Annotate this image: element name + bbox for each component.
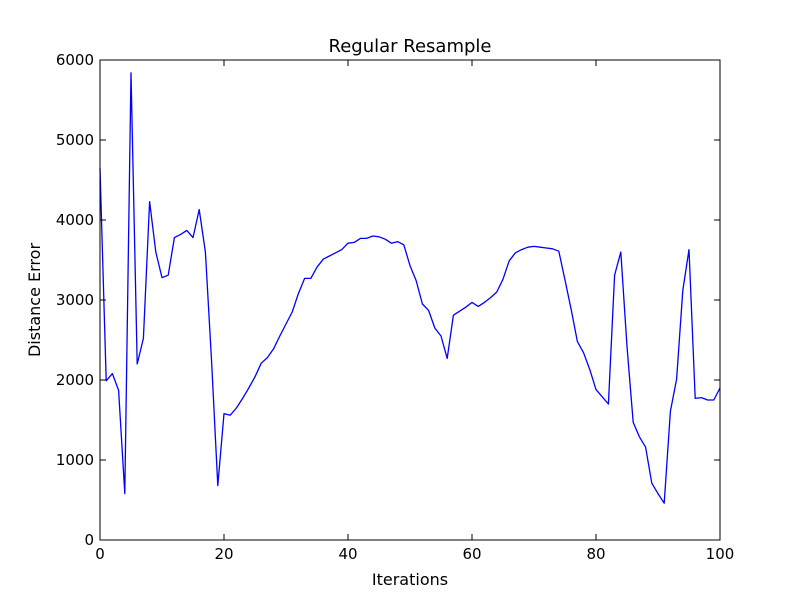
y-tick-label: 1000 xyxy=(56,451,94,469)
x-tick-label: 40 xyxy=(338,545,357,563)
series-line xyxy=(99,72,721,504)
y-tick-label: 0 xyxy=(84,531,94,549)
y-axis-label: Distance Error xyxy=(25,243,44,357)
x-tick-label: 100 xyxy=(706,545,735,563)
x-tick-label: 80 xyxy=(586,545,605,563)
y-axis: 0 1000 2000 3000 4000 5000 6000 xyxy=(56,51,720,549)
x-axis-label: Iterations xyxy=(372,570,448,589)
y-tick-label: 4000 xyxy=(56,211,94,229)
plot-frame xyxy=(99,59,721,541)
x-tick-label: 20 xyxy=(214,545,233,563)
y-tick-label: 2000 xyxy=(56,371,94,389)
y-tick-label: 5000 xyxy=(56,131,94,149)
x-tick-label: 0 xyxy=(95,545,105,563)
x-axis: 0 20 40 60 80 100 xyxy=(95,60,734,563)
chart-title: Regular Resample xyxy=(329,36,492,57)
y-tick-label: 3000 xyxy=(56,291,94,309)
x-tick-label: 60 xyxy=(462,545,481,563)
y-tick-label: 6000 xyxy=(56,51,94,69)
plot-area xyxy=(99,59,721,541)
